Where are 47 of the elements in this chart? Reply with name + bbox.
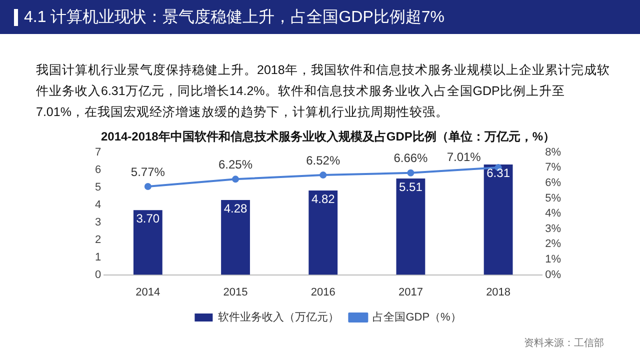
data-label: 4.82	[311, 192, 336, 206]
legend-label: 软件业务收入（万亿元）	[218, 310, 340, 324]
y2-tick-label: 5%	[545, 192, 562, 204]
data-label: 4.28	[224, 201, 248, 216]
data-label: 6.25%	[218, 157, 253, 172]
text: 我国计算机行业景气度保持稳健上升。2018年，我国软件和信息技术服务业规模以上企业累计完成软件业务收入6.31万亿元，同比增长14.2%。软件和信息技术服务业收入占全国GDP比例上升至7.01%，在我国宏观经济增速放缓的趋势下，计算机行业抗周期性较强。	[36, 62, 611, 121]
y2-tick-label: 0%	[545, 268, 562, 281]
y2-tick-label: 1%	[545, 254, 562, 266]
y-tick-label: 1	[94, 251, 102, 264]
data-label: 3.70	[136, 211, 160, 226]
point	[232, 176, 240, 183]
bar	[484, 164, 513, 275]
data-label: 6.66%	[394, 151, 428, 166]
y2-tick-label: 4%	[545, 208, 562, 220]
y2-tick-label: 6%	[545, 177, 562, 190]
legend-label: 占全国GDP（%）	[372, 310, 462, 324]
y-tick-label: 5	[94, 181, 102, 194]
x-tick-label: 2014	[136, 286, 160, 298]
x-tick-label: 2018	[486, 286, 511, 298]
text: 资料来源：工信部	[524, 336, 604, 350]
y-tick-label: 6	[94, 164, 102, 176]
data-label: 7.01%	[446, 150, 482, 164]
point	[407, 169, 414, 176]
x-tick-label: 2016	[310, 286, 336, 298]
bar	[396, 178, 426, 275]
bar	[133, 210, 162, 275]
bar	[308, 190, 338, 275]
bar	[221, 200, 250, 275]
x-tick-label: 2017	[398, 286, 423, 298]
y-tick-label: 0	[94, 268, 102, 281]
y2-tick-label: 3%	[545, 222, 562, 235]
y2-tick-label: 7%	[545, 162, 562, 174]
point	[144, 183, 152, 190]
data-label: 5.51	[399, 180, 423, 194]
y2-tick-label: 2%	[545, 238, 562, 250]
data-label: 6.52%	[306, 153, 340, 168]
x-tick-label: 2015	[223, 286, 248, 298]
point	[320, 172, 327, 179]
chart-title: 4.1 计算机业现状：景气度稳健上升，占全国GDP比例超7%	[24, 8, 444, 28]
y-tick-label: 3	[94, 216, 102, 228]
data-label: 6.31	[486, 166, 510, 180]
y-tick-label: 7	[94, 146, 102, 158]
chart-subtitle: 2014-2018年中国软件和信息技术服务业收入规模及占GDP比例（单位：万亿元，%）	[100, 130, 556, 144]
y-tick-label: 2	[94, 234, 102, 246]
y2-tick-label: 8%	[545, 146, 562, 158]
data-label: 5.77%	[130, 164, 166, 179]
y-tick-label: 4	[94, 198, 102, 211]
